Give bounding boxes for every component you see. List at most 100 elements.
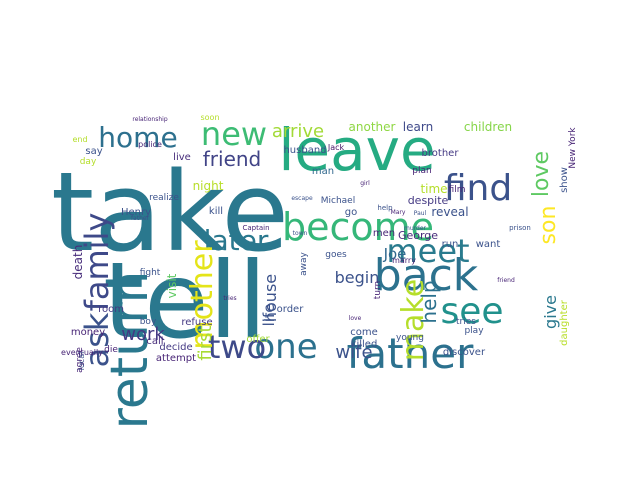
- cloud-word: love: [349, 315, 362, 322]
- cloud-word: local: [77, 352, 86, 371]
- cloud-word: reveal: [431, 205, 468, 219]
- cloud-word: husband: [283, 145, 326, 156]
- cloud-word: men: [373, 228, 395, 239]
- cloud-word: man: [312, 166, 334, 177]
- cloud-word: goes: [325, 250, 347, 260]
- cloud-word: George: [398, 229, 438, 242]
- cloud-word: end: [72, 135, 87, 144]
- cloud-word: time: [420, 182, 447, 196]
- cloud-word: daughter: [559, 299, 570, 346]
- cloud-word: money: [71, 327, 105, 338]
- cloud-word: kill: [209, 206, 223, 217]
- cloud-word: leave: [278, 116, 435, 184]
- cloud-word: room: [98, 304, 124, 315]
- cloud-word: arrive: [272, 121, 324, 142]
- cloud-word: run: [442, 239, 459, 250]
- cloud-word: love: [529, 151, 554, 197]
- cloud-word: soon: [200, 113, 219, 122]
- cloud-word: go: [345, 207, 357, 218]
- cloud-word: say: [85, 146, 102, 157]
- cloud-word: want: [476, 239, 501, 250]
- cloud-word: house: [261, 274, 280, 322]
- cloud-word: decide: [159, 342, 192, 353]
- cloud-word: mother: [185, 240, 220, 350]
- cloud-word: become: [282, 205, 434, 249]
- cloud-word: New York: [568, 127, 578, 169]
- cloud-word: another: [349, 120, 396, 134]
- cloud-word: home: [98, 121, 177, 154]
- cloud-word: friend: [497, 277, 515, 284]
- cloud-word: show: [559, 167, 570, 193]
- cloud-word: Mary: [391, 209, 406, 216]
- cloud-word: later: [204, 224, 269, 257]
- cloud-word: order: [277, 304, 305, 315]
- cloud-word: refuse: [181, 317, 212, 328]
- cloud-word: boy: [140, 317, 157, 327]
- cloud-word: despite: [408, 194, 449, 207]
- cloud-word: father: [347, 329, 474, 378]
- cloud-word: agree: [75, 347, 85, 373]
- cloud-word: return: [100, 271, 160, 430]
- cloud-word: life: [260, 304, 278, 327]
- cloud-word: call: [146, 336, 163, 347]
- cloud-word: relationship: [132, 116, 167, 123]
- cloud-word: back: [374, 250, 479, 301]
- cloud-word: police: [138, 140, 162, 149]
- cloud-word: day: [80, 157, 97, 167]
- cloud-word: give: [541, 295, 560, 329]
- cloud-word: town: [293, 230, 308, 237]
- cloud-word: live: [173, 152, 191, 163]
- cloud-word: father: [131, 215, 150, 222]
- cloud-word: death: [71, 245, 85, 280]
- cloud-word: learn: [403, 120, 433, 134]
- cloud-word: son: [536, 206, 561, 245]
- cloud-word: fight: [140, 268, 161, 278]
- cloud-word: eventually: [61, 348, 103, 357]
- cloud-word: one: [254, 327, 317, 367]
- cloud-word: meet: [386, 232, 469, 270]
- cloud-word: Captain: [242, 224, 269, 232]
- cloud-word: night: [193, 179, 224, 193]
- cloud-word: help: [417, 280, 441, 323]
- cloud-word: murder: [404, 225, 427, 232]
- cloud-word: begin: [335, 268, 380, 287]
- cloud-word: take: [51, 148, 289, 276]
- cloud-word: work: [121, 324, 165, 345]
- cloud-word: new: [201, 115, 267, 153]
- cloud-word: girl: [360, 180, 370, 187]
- cloud-word: marry: [392, 256, 416, 265]
- cloud-word: realize: [149, 193, 179, 203]
- cloud-word: prison: [509, 224, 531, 232]
- cloud-word: friend: [203, 147, 262, 171]
- cloud-word: Jack: [327, 143, 345, 152]
- cloud-word: ask: [78, 312, 116, 367]
- cloud-word: attempt: [156, 353, 196, 364]
- cloud-word: wife: [335, 342, 372, 363]
- cloud-word: killed: [351, 339, 378, 350]
- cloud-word: die: [104, 345, 118, 355]
- cloud-word: Michael: [321, 196, 355, 206]
- cloud-word: Henry: [121, 207, 151, 218]
- cloud-word: tries: [223, 295, 236, 302]
- cloud-word: family: [78, 213, 116, 312]
- cloud-word: see: [440, 291, 503, 332]
- cloud-word: Paul: [414, 210, 427, 217]
- cloud-word: tell: [103, 240, 267, 362]
- cloud-word: brother: [422, 148, 460, 159]
- cloud-word: find: [444, 168, 512, 209]
- cloud-word: come: [350, 327, 378, 338]
- cloud-word: two: [208, 328, 266, 366]
- cloud-word: discover: [443, 347, 486, 358]
- cloud-word: children: [464, 120, 512, 134]
- cloud-word: tries: [456, 317, 476, 327]
- cloud-word: make: [396, 279, 431, 361]
- cloud-word: turn: [373, 281, 383, 299]
- cloud-word: play: [464, 326, 484, 336]
- cloud-word: first: [195, 325, 216, 360]
- cloud-word: plan: [412, 166, 431, 176]
- cloud-word: young: [396, 333, 424, 343]
- cloud-word: help: [377, 204, 393, 212]
- cloud-word: Joe: [383, 245, 407, 263]
- cloud-word: away: [299, 251, 309, 275]
